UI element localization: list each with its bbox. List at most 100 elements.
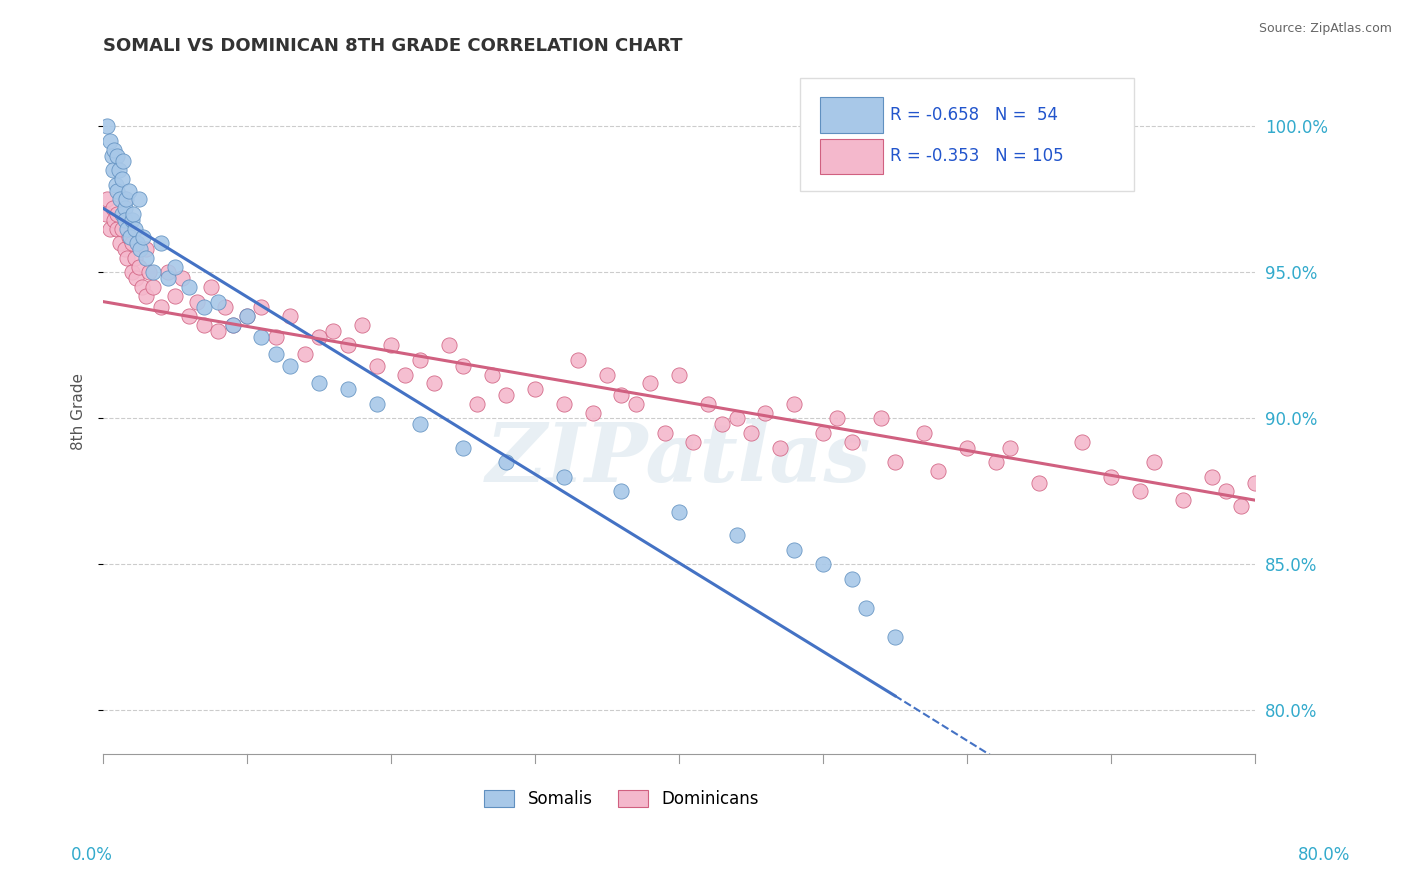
Point [142,280,165,294]
FancyBboxPatch shape [820,138,883,174]
Point [1316,484,1339,499]
Point [138,265,160,279]
Point [1201,470,1223,484]
Point [105,221,128,235]
Point [366,397,388,411]
Point [124,221,146,235]
Point [149,301,172,315]
Point [112,154,135,169]
Point [696,397,718,411]
Text: ZIPatlas: ZIPatlas [486,419,872,500]
Point [101,201,124,215]
Point [855,601,877,615]
Point [172,271,194,285]
Point [711,417,734,432]
Point [120,230,142,244]
Point [96,120,118,134]
Point [236,309,259,323]
Point [117,251,139,265]
Point [214,301,236,315]
Point [142,265,165,279]
Point [1302,522,1324,536]
Point [193,301,215,315]
Point [553,397,575,411]
Point [811,425,834,440]
Point [111,207,134,221]
Y-axis label: 8th Grade: 8th Grade [72,373,86,450]
Point [193,318,215,332]
Point [98,134,121,148]
Point [105,148,128,162]
Point [264,329,287,343]
Point [1244,475,1267,490]
Point [725,411,748,425]
Point [451,441,474,455]
Point [114,242,136,256]
Point [135,289,157,303]
Point [250,301,273,315]
Point [423,376,446,391]
Point [783,397,806,411]
Point [451,359,474,373]
Point [96,193,118,207]
Point [108,236,131,251]
Point [221,318,243,332]
Text: SOMALI VS DOMINICAN 8TH GRADE CORRELATION CHART: SOMALI VS DOMINICAN 8TH GRADE CORRELATIO… [103,37,682,55]
Point [125,271,148,285]
Point [118,230,141,244]
Point [624,397,647,411]
Point [278,359,301,373]
Point [409,417,432,432]
Point [111,172,134,186]
Point [156,265,179,279]
Point [207,294,229,309]
Point [103,212,125,227]
Point [740,425,762,440]
Point [1215,484,1237,499]
Point [207,324,229,338]
Point [725,528,748,542]
Point [682,434,704,449]
Point [1171,493,1194,508]
Point [100,148,122,162]
Point [927,464,949,478]
Point [114,212,136,227]
Point [581,405,603,419]
Point [1258,514,1281,528]
Point [668,368,690,382]
Point [409,353,432,368]
Point [811,558,834,572]
Point [841,434,863,449]
Point [336,382,359,396]
Point [98,221,121,235]
Point [308,376,330,391]
Legend: Somalis, Dominicans: Somalis, Dominicans [478,783,765,814]
Point [221,318,243,332]
Point [1344,493,1367,508]
Point [121,265,143,279]
Point [1330,528,1353,542]
Point [638,376,661,391]
Point [1374,514,1396,528]
Point [610,484,633,499]
Text: R = -0.353   N = 105: R = -0.353 N = 105 [890,147,1063,166]
Point [1272,499,1295,513]
Point [567,353,589,368]
Point [437,338,460,352]
Point [163,289,186,303]
Point [236,309,259,323]
Point [104,178,127,192]
Point [107,163,129,178]
Point [121,236,143,251]
FancyBboxPatch shape [820,97,883,133]
Point [1402,542,1406,557]
Point [186,294,208,309]
Point [380,338,402,352]
Point [668,505,690,519]
Point [467,397,489,411]
Point [294,347,316,361]
Text: R = -0.658   N =  54: R = -0.658 N = 54 [890,106,1057,124]
Point [495,455,517,469]
Point [322,324,344,338]
Point [1129,484,1152,499]
